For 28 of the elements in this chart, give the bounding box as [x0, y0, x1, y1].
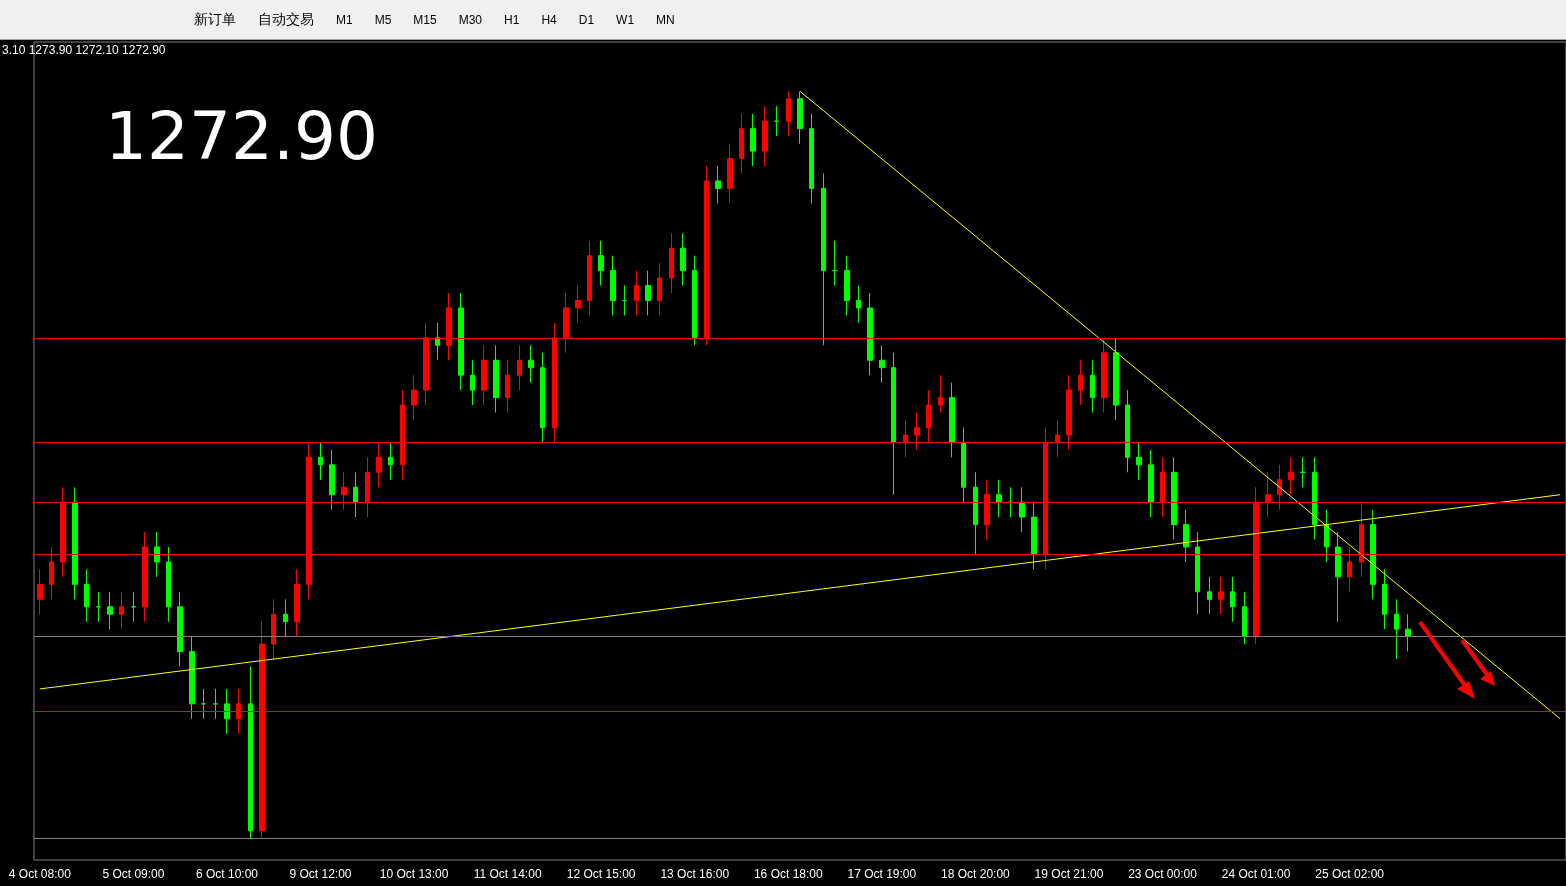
- x-tick-label: 9 Oct 12:00: [289, 867, 352, 881]
- text: H4: [540, 11, 558, 29]
- x-tick-label: 12 Oct 15:00: [566, 867, 636, 881]
- text: M15: [412, 11, 438, 29]
- x-tick-label: 19 Oct 21:00: [1034, 867, 1104, 881]
- text: MN: [655, 11, 676, 29]
- x-tick-label: 13 Oct 16:00: [660, 867, 730, 881]
- text: 新订单: [193, 9, 237, 29]
- text: M5: [373, 11, 393, 29]
- x-tick-label: 10 Oct 13:00: [379, 867, 449, 881]
- x-tick-label: 4 Oct 08:00: [8, 867, 72, 881]
- text: 自动交易: [257, 9, 315, 29]
- x-tick-label: 6 Oct 10:00: [195, 867, 259, 881]
- text: M1: [335, 11, 354, 29]
- text: W1: [615, 11, 636, 29]
- text: 3.10 1273.90 1272.10 1272.90: [2, 43, 166, 57]
- x-tick-label: 24 Oct 01:00: [1221, 867, 1291, 881]
- x-tick-label: 11 Oct 14:00: [473, 867, 542, 881]
- x-tick-label: 17 Oct 19:00: [847, 867, 917, 881]
- x-tick-label: 18 Oct 20:00: [941, 867, 1011, 881]
- text: M30: [457, 11, 484, 29]
- chart-title: 1272.90: [105, 97, 378, 175]
- text: H1: [503, 11, 521, 29]
- text: D1: [577, 11, 596, 29]
- x-tick-label: 5 Oct 09:00: [102, 867, 165, 881]
- x-tick-label: 23 Oct 00:00: [1128, 867, 1198, 881]
- x-tick-label: 16 Oct 18:00: [753, 867, 823, 881]
- x-tick-label: 25 Oct 02:00: [1315, 867, 1385, 881]
